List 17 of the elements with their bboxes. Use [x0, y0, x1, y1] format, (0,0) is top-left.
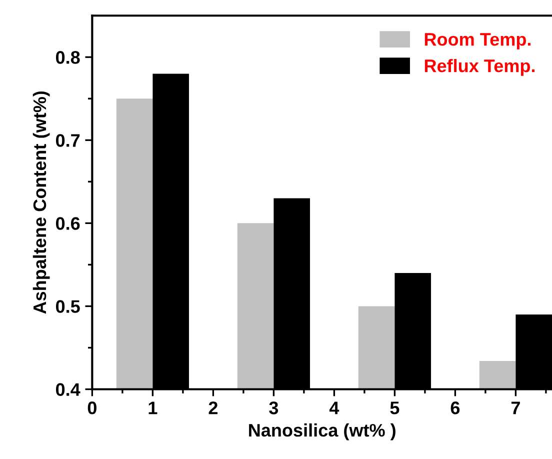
y-tick-label: 0.8	[56, 51, 80, 64]
x-tick-label: 4	[329, 402, 340, 414]
y-tick-label: 0.6	[56, 217, 80, 230]
y-tick-label: 0.4	[56, 383, 80, 396]
y-tick-label: 0.5	[56, 300, 80, 313]
x-tick-label: 5	[390, 402, 400, 414]
x-tick-label: 6	[450, 402, 460, 414]
legend-label: Reflux Temp.	[424, 58, 535, 76]
x-tick-label: 3	[269, 402, 278, 414]
x-axis-title: Nanosilica (wt% )	[249, 423, 396, 440]
x-tick-label: 0	[88, 402, 96, 414]
x-tick-label: 1	[148, 402, 158, 414]
x-tick-label: 7	[511, 402, 520, 414]
y-tick-label: 0.7	[56, 134, 80, 147]
y-axis-title: Ashpaltene Content (wt%)	[32, 91, 50, 314]
legend-label: Room Temp.	[424, 33, 530, 50]
x-tick-label: 2	[208, 402, 218, 414]
